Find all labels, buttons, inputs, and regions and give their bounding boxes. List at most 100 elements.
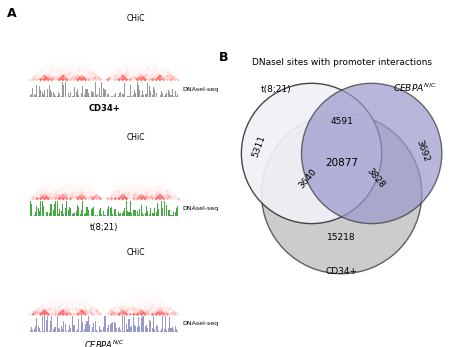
Bar <box>67 93 69 97</box>
Polygon shape <box>63 181 67 185</box>
Polygon shape <box>158 306 162 309</box>
Polygon shape <box>82 185 85 188</box>
Polygon shape <box>69 309 73 313</box>
Polygon shape <box>158 197 162 201</box>
Polygon shape <box>117 78 121 82</box>
Polygon shape <box>91 306 95 309</box>
Bar <box>76 211 77 216</box>
Polygon shape <box>59 297 63 301</box>
Polygon shape <box>160 66 164 69</box>
Bar <box>157 325 158 332</box>
Polygon shape <box>69 180 73 183</box>
Polygon shape <box>45 301 48 304</box>
Polygon shape <box>87 78 91 82</box>
Bar <box>133 210 134 216</box>
Polygon shape <box>37 73 41 76</box>
Polygon shape <box>130 188 134 192</box>
Bar <box>150 91 151 97</box>
Bar <box>166 93 167 97</box>
Polygon shape <box>132 299 136 302</box>
Bar <box>128 212 129 216</box>
Bar <box>147 211 148 216</box>
Polygon shape <box>52 66 55 69</box>
Bar <box>96 330 97 332</box>
Polygon shape <box>134 192 137 195</box>
Polygon shape <box>50 176 54 180</box>
Polygon shape <box>156 301 160 304</box>
Polygon shape <box>160 188 164 192</box>
Polygon shape <box>117 190 121 194</box>
Polygon shape <box>74 76 78 80</box>
Polygon shape <box>125 68 128 71</box>
Polygon shape <box>59 311 63 314</box>
Polygon shape <box>121 75 125 78</box>
Polygon shape <box>121 71 125 75</box>
Polygon shape <box>73 180 76 183</box>
Bar <box>31 94 32 97</box>
Polygon shape <box>43 190 46 194</box>
Polygon shape <box>57 194 61 197</box>
Polygon shape <box>125 197 128 201</box>
Polygon shape <box>111 195 115 199</box>
Polygon shape <box>132 176 136 180</box>
Polygon shape <box>76 61 80 64</box>
Polygon shape <box>164 304 167 307</box>
Polygon shape <box>147 299 151 302</box>
Bar <box>43 331 44 332</box>
Polygon shape <box>167 76 171 80</box>
Polygon shape <box>57 71 61 75</box>
Polygon shape <box>109 194 113 197</box>
Polygon shape <box>130 192 134 195</box>
Polygon shape <box>117 306 121 309</box>
Polygon shape <box>54 299 57 302</box>
Polygon shape <box>50 197 54 201</box>
Polygon shape <box>155 183 158 187</box>
Polygon shape <box>74 181 78 185</box>
Polygon shape <box>71 66 74 69</box>
Polygon shape <box>127 73 130 76</box>
Polygon shape <box>141 297 145 301</box>
Polygon shape <box>65 78 69 82</box>
Bar <box>105 90 107 97</box>
Polygon shape <box>130 195 134 199</box>
Polygon shape <box>158 190 162 194</box>
Polygon shape <box>89 307 93 311</box>
Polygon shape <box>67 301 71 304</box>
Bar <box>70 92 71 97</box>
Polygon shape <box>37 304 41 307</box>
Polygon shape <box>136 64 139 68</box>
Polygon shape <box>164 188 167 192</box>
Polygon shape <box>76 197 80 201</box>
Polygon shape <box>134 304 137 307</box>
Bar <box>152 95 153 97</box>
Polygon shape <box>52 301 55 304</box>
Polygon shape <box>169 309 173 313</box>
Bar <box>59 209 60 216</box>
Polygon shape <box>67 62 71 66</box>
Polygon shape <box>165 302 169 306</box>
Polygon shape <box>43 302 46 306</box>
Polygon shape <box>37 307 41 311</box>
Polygon shape <box>74 301 78 304</box>
Polygon shape <box>52 195 55 199</box>
Polygon shape <box>43 187 46 190</box>
Polygon shape <box>50 71 54 75</box>
Bar <box>86 89 88 97</box>
Polygon shape <box>132 302 136 306</box>
Polygon shape <box>73 194 76 197</box>
Polygon shape <box>73 75 76 78</box>
Polygon shape <box>160 307 164 311</box>
Polygon shape <box>50 313 54 316</box>
Polygon shape <box>123 76 127 80</box>
Polygon shape <box>71 294 74 297</box>
Bar <box>154 329 155 332</box>
Bar <box>82 322 83 332</box>
Polygon shape <box>160 301 164 304</box>
Polygon shape <box>80 190 83 194</box>
Polygon shape <box>123 304 127 307</box>
Polygon shape <box>143 57 147 61</box>
Polygon shape <box>121 302 125 306</box>
Polygon shape <box>147 75 151 78</box>
Bar <box>176 95 177 97</box>
Polygon shape <box>162 183 165 187</box>
